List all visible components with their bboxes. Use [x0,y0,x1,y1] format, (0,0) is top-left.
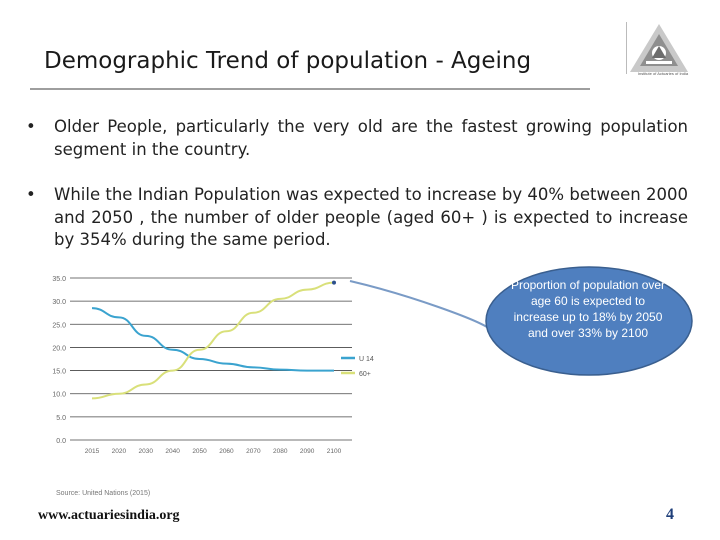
y-tick-label: 10.0 [52,392,66,399]
bullet-list: • Older People, particularly the very ol… [26,116,688,275]
footer-url[interactable]: www.actuariesindia.org [38,508,180,523]
x-tick-label: 2015 [85,448,100,455]
x-tick-label: 2030 [139,448,154,455]
series-line-u14 [91,307,334,372]
page-number: 4 [666,506,674,523]
slide-title: Demographic Trend of population - Ageing [44,48,532,74]
y-tick-label: 15.0 [52,369,66,376]
bullet-marker: • [26,117,36,136]
logo-caption: Institute of Actuaries of India [637,71,689,76]
bullet-item: • While the Indian Population was expect… [26,184,688,252]
logo-divider [626,22,627,74]
population-line-chart: 0.0 5.0 10.0 15.0 20.0 25.0 30.0 35.0 2015 2020 20… [52,276,374,455]
x-tick-label: 2050 [192,448,207,455]
x-tick-label: 2060 [219,448,234,455]
x-tick-label: 2080 [273,448,288,455]
y-tick-label: 5.0 [56,415,66,422]
bullet-item: • Older People, particularly the very ol… [26,116,688,161]
x-tick-label: 2100 [327,448,342,455]
callout-anchor-point [332,280,336,285]
bullet-text: While the Indian Population was expected… [54,185,688,249]
callout-bubble [349,266,693,376]
title-divider [30,88,590,90]
y-tick-label: 30.0 [52,299,66,306]
x-tick-label: 2070 [246,448,261,455]
x-tick-label: 2040 [165,448,180,455]
series-line-sixty-plus [91,281,335,400]
chart-source: Source: United Nations (2015) [56,490,151,497]
y-tick-label: 25.0 [52,322,66,329]
x-tick-label: 2020 [112,448,127,455]
callout-connector [349,280,491,330]
y-tick-label: 20.0 [52,345,66,352]
legend-label: U 14 [359,356,374,363]
legend-label: 60+ [359,371,371,378]
institute-logo-icon [630,24,688,72]
bullet-marker: • [26,185,36,204]
y-tick-label: 35.0 [52,276,66,283]
bullet-text: Older People, particularly the very old … [54,117,688,159]
callout-ellipse [485,266,693,376]
y-tick-label: 0.0 [56,438,66,445]
x-tick-label: 2090 [300,448,315,455]
callout-text: Proportion of population over age 60 is … [510,278,666,340]
